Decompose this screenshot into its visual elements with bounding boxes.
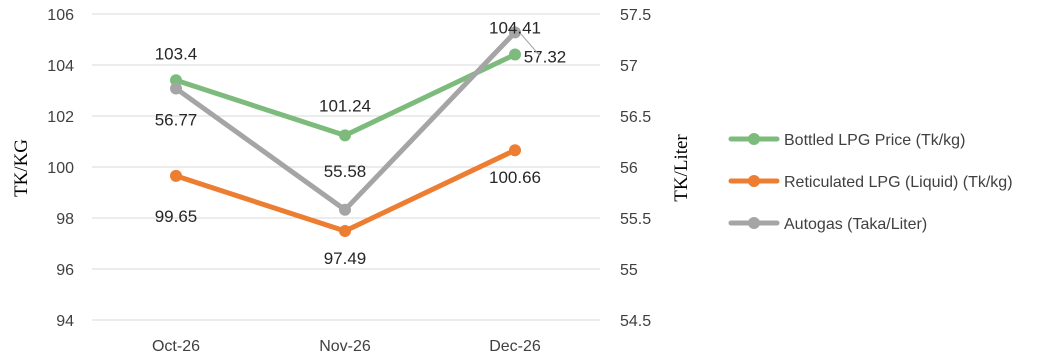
data-label: 101.24 — [319, 96, 371, 115]
legend-swatch-marker — [748, 133, 760, 145]
legend-swatch-marker — [748, 217, 760, 229]
data-label: 56.77 — [155, 111, 198, 130]
x-tick-label: Oct-26 — [152, 338, 200, 355]
legend-label: Reticulated LPG (Liquid) (Tk/kg) — [784, 174, 1013, 191]
data-label: 100.66 — [489, 168, 541, 187]
data-point — [509, 144, 521, 157]
data-label: 97.49 — [324, 249, 367, 268]
y2-tick-label: 55 — [620, 262, 638, 279]
x-tick-label: Dec-26 — [489, 338, 541, 355]
y-tick-label: 98 — [56, 211, 74, 228]
data-label: 104.41 — [489, 19, 541, 38]
y-axis-title-left: TK/KG — [11, 139, 32, 197]
y-tick-label: 102 — [47, 109, 74, 126]
y-tick-label: 104 — [47, 58, 74, 75]
right-axis-ticks: 54.5 55 55.5 56 56.5 57 57.5 — [620, 7, 651, 330]
legend-label: Autogas (Taka/Liter) — [784, 216, 927, 233]
data-point — [170, 169, 182, 182]
y-tick-label: 100 — [47, 160, 74, 177]
y2-tick-label: 57 — [620, 58, 638, 75]
data-label: 103.4 — [155, 44, 198, 63]
y-tick-label: 94 — [56, 313, 74, 330]
x-tick-label: Nov-26 — [319, 338, 371, 355]
y2-tick-label: 57.5 — [620, 7, 651, 24]
data-point — [170, 74, 182, 87]
y-tick-label: 96 — [56, 262, 74, 279]
gridlines — [92, 13, 600, 321]
series-line — [173, 29, 518, 213]
legend-label: Bottled LPG Price (Tk/kg) — [784, 132, 965, 149]
data-label: 99.65 — [155, 207, 198, 226]
data-point — [339, 129, 351, 142]
legend: Bottled LPG Price (Tk/kg) Reticulated LPG… — [728, 132, 1013, 233]
data-point — [509, 48, 521, 61]
y-axis-title-right: TK/Liter — [671, 134, 692, 202]
y2-tick-label: 56 — [620, 160, 638, 177]
data-label: 55.58 — [324, 162, 367, 181]
data-point — [509, 26, 521, 39]
left-axis-ticks: 94 96 98 100 102 104 106 — [47, 7, 74, 330]
y-tick-label: 106 — [47, 7, 74, 24]
data-point — [339, 203, 351, 216]
y2-tick-label: 55.5 — [620, 211, 651, 228]
data-point — [170, 82, 182, 95]
leader-line — [520, 33, 541, 57]
y2-tick-label: 56.5 — [620, 109, 651, 126]
legend-swatch-marker — [748, 175, 760, 187]
x-axis-ticks: Oct-26 Nov-26 Dec-26 — [152, 338, 541, 355]
data-label: 57.32 — [524, 47, 567, 66]
data-labels: 103.4 101.24 104.41 99.65 97.49 100.66 56.77 55… — [155, 19, 567, 269]
y2-tick-label: 54.5 — [620, 313, 651, 330]
data-point — [339, 225, 351, 237]
series-layer — [170, 26, 521, 237]
